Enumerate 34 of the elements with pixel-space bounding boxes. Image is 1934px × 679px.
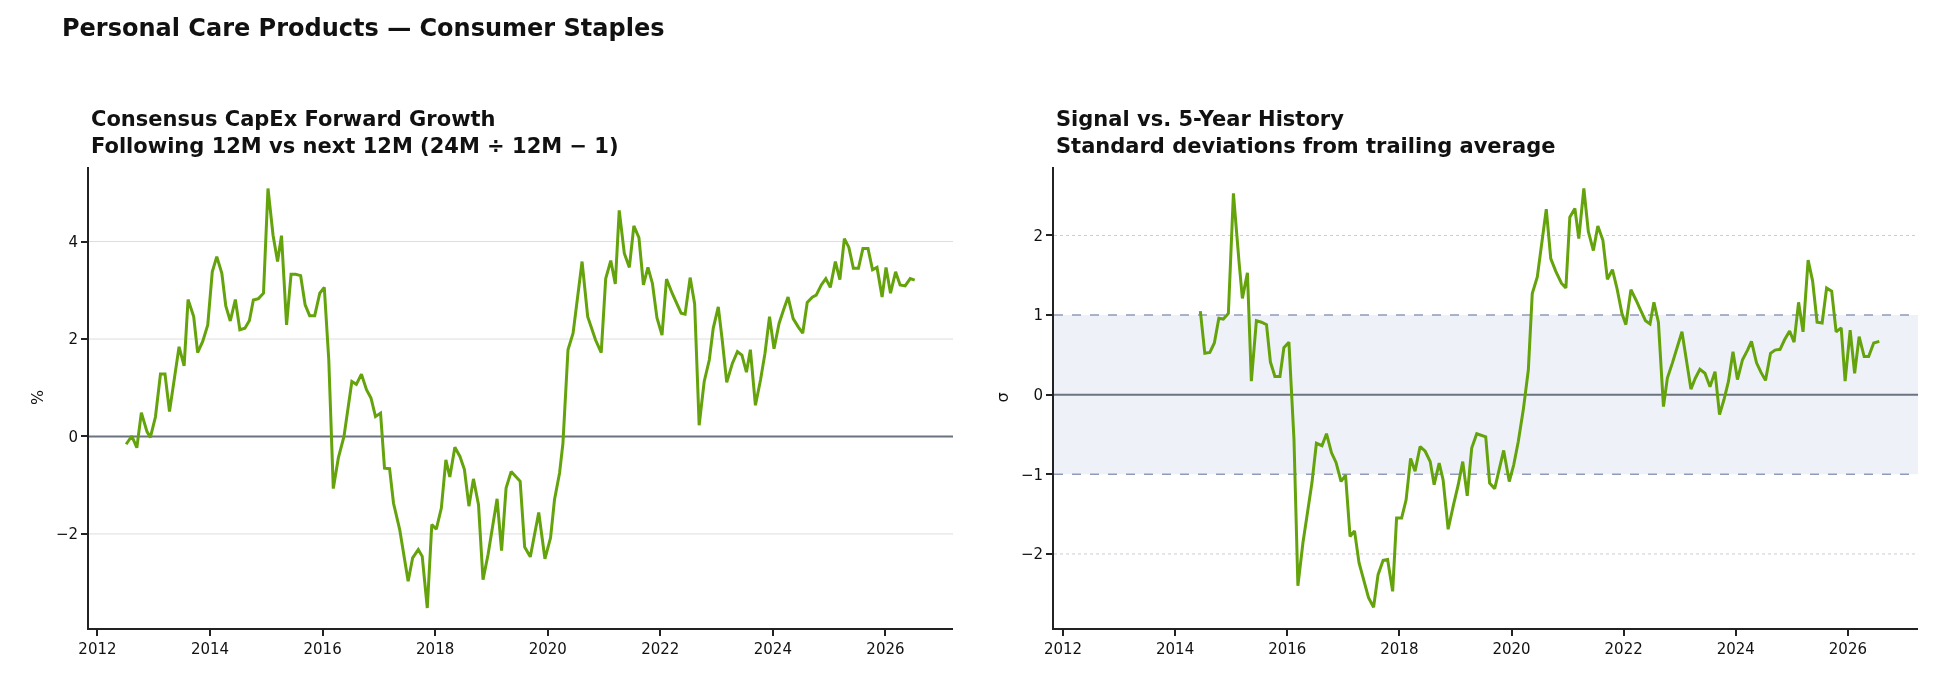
text: Personal Care Products — Consumer Staples xyxy=(62,14,665,42)
x-tick-label: 2020 xyxy=(528,640,567,658)
x-tick-label: 2014 xyxy=(190,640,230,658)
y-tick-label: −2 xyxy=(55,525,78,544)
y-tick-label: 2 xyxy=(68,330,78,349)
x-tick-label: 2012 xyxy=(1043,640,1083,658)
y-tick-label: 2 xyxy=(1033,226,1043,245)
x-tick-label: 2018 xyxy=(416,640,455,658)
y-tick-label: 0 xyxy=(1033,385,1043,404)
x-tick-label: 2022 xyxy=(1604,640,1643,658)
x-tick-label: 2014 xyxy=(1156,640,1195,658)
x-tick-label: 2022 xyxy=(641,640,680,658)
y-axis-title: % xyxy=(28,389,48,406)
x-tick-label: 2026 xyxy=(1828,640,1868,658)
x-tick-label: 2026 xyxy=(866,640,905,658)
y-axis-title: σ xyxy=(993,392,1013,403)
y-tick-label: 0 xyxy=(68,427,78,446)
x-tick-label: 2024 xyxy=(753,640,792,658)
chart-title: Consensus CapEx Forward Growth xyxy=(91,107,496,131)
x-tick-label: 2016 xyxy=(303,640,342,658)
chart-subtitle: Following 12M vs next 12M (24M ÷ 12M − 1) xyxy=(91,134,619,159)
chart-subtitle: Standard deviations from trailing average xyxy=(1056,134,1556,159)
chart-title: Signal vs. 5-Year History xyxy=(1056,107,1345,131)
line-series xyxy=(1198,187,1881,609)
y-tick-label: 1 xyxy=(1033,306,1043,325)
y-tick-label: 4 xyxy=(68,232,78,251)
y-tick-label: −1 xyxy=(1020,465,1043,484)
x-tick-label: 2016 xyxy=(1268,640,1307,658)
x-tick-label: 2020 xyxy=(1492,640,1531,658)
y-tick-label: −2 xyxy=(1020,545,1043,564)
x-tick-label: 2018 xyxy=(1380,640,1419,658)
x-tick-label: 2024 xyxy=(1716,640,1755,658)
x-tick-label: 2012 xyxy=(78,640,117,658)
line-series xyxy=(124,186,917,610)
